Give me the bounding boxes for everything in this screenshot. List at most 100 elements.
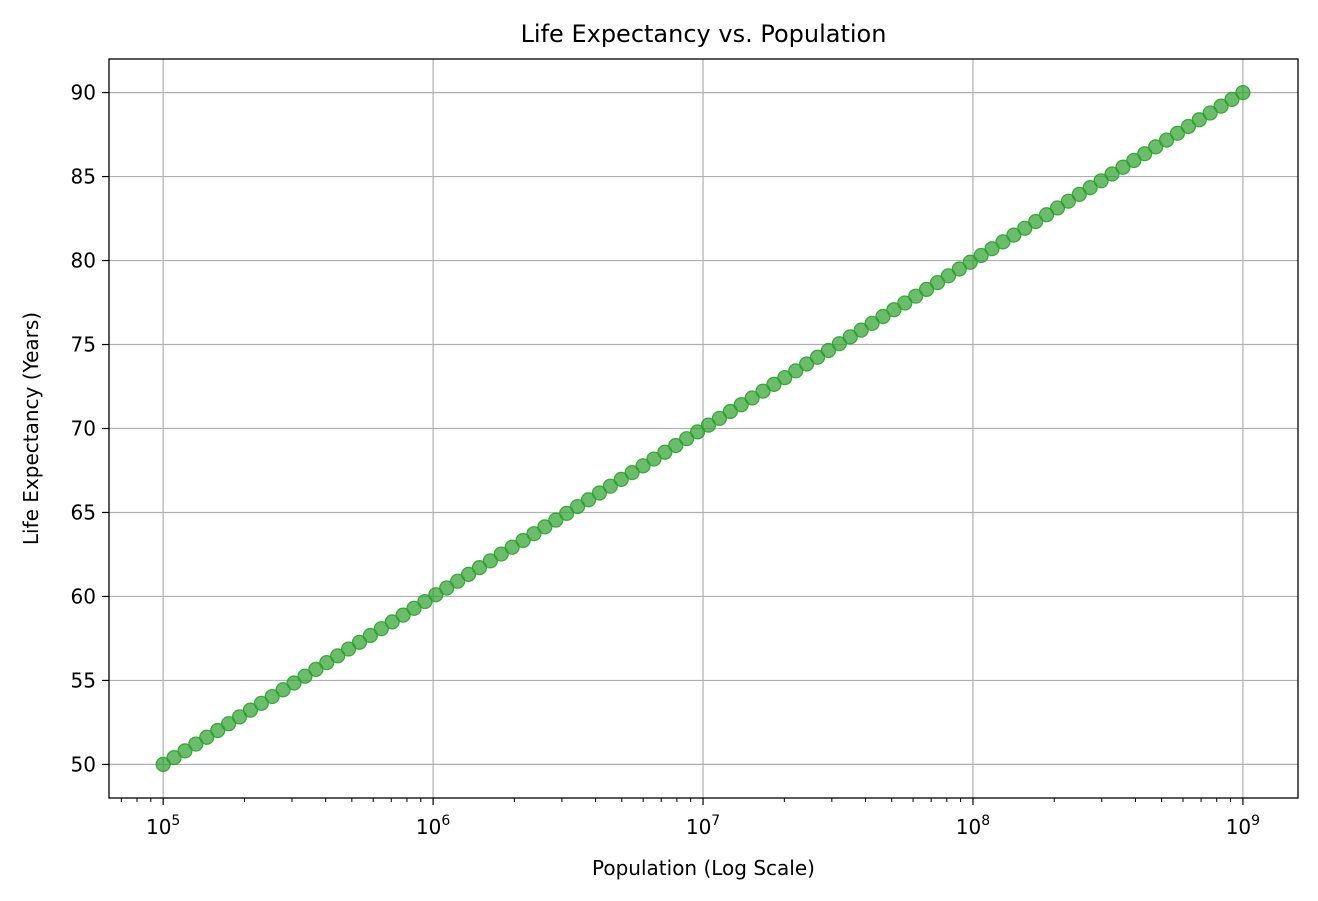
y-tick-label: 80 xyxy=(71,249,96,273)
x-tick-exponent: 8 xyxy=(981,813,990,829)
data-point xyxy=(330,648,346,664)
data-point xyxy=(940,268,957,284)
data-point xyxy=(591,485,608,501)
data-point xyxy=(1202,105,1218,121)
data-point xyxy=(210,722,226,739)
data-point xyxy=(439,580,455,596)
data-point xyxy=(1180,118,1196,135)
data-point xyxy=(973,247,989,264)
data-point xyxy=(984,241,1000,257)
data-point xyxy=(1224,91,1240,107)
y-tick-label: 65 xyxy=(71,500,96,524)
data-point xyxy=(155,756,171,773)
y-tick-label: 60 xyxy=(71,584,96,608)
data-point xyxy=(275,682,291,698)
data-point xyxy=(668,437,684,454)
data-point xyxy=(1115,159,1131,175)
y-tick-label: 70 xyxy=(71,417,96,441)
data-point xyxy=(711,410,727,426)
data-point xyxy=(635,458,651,474)
chart-title: Life Expectancy vs. Population xyxy=(521,20,887,48)
data-point xyxy=(460,566,477,583)
data-point xyxy=(722,403,738,420)
data-point xyxy=(308,661,324,678)
x-tick-base: 10 xyxy=(956,815,981,839)
data-point xyxy=(166,750,182,766)
y-tick-label: 50 xyxy=(71,752,96,776)
data-point xyxy=(908,288,924,304)
data-point xyxy=(395,607,411,623)
data-point xyxy=(450,573,466,589)
data-point xyxy=(1049,200,1066,216)
data-point xyxy=(951,261,967,277)
data-point xyxy=(646,451,662,467)
data-points xyxy=(155,84,1251,773)
data-point xyxy=(744,390,760,406)
data-point xyxy=(875,308,891,325)
data-point xyxy=(755,383,771,399)
data-point xyxy=(1137,146,1153,162)
data-point xyxy=(384,614,400,630)
data-point xyxy=(351,634,368,650)
data-point xyxy=(548,512,564,528)
x-tick-exponent: 5 xyxy=(171,813,180,829)
data-point xyxy=(221,716,237,732)
x-tick-base: 10 xyxy=(416,815,441,839)
data-point xyxy=(886,302,902,318)
data-point xyxy=(1017,220,1033,236)
data-point xyxy=(777,370,793,386)
data-point xyxy=(1213,98,1229,114)
y-axis-ticks: 50 55 60 65 70 75 80 85 90 xyxy=(71,81,109,776)
data-point xyxy=(919,281,935,297)
data-point xyxy=(700,417,717,433)
data-point xyxy=(1006,227,1022,243)
x-tick-base: 10 xyxy=(1226,815,1251,839)
data-point xyxy=(526,526,542,542)
data-point xyxy=(1028,213,1044,230)
data-point xyxy=(733,397,749,413)
data-point xyxy=(362,627,378,644)
data-point xyxy=(929,275,946,291)
data-point xyxy=(1191,112,1207,128)
data-point xyxy=(613,471,629,487)
data-point xyxy=(406,600,422,616)
data-point xyxy=(231,709,248,725)
data-point xyxy=(428,587,444,603)
data-point xyxy=(1126,152,1142,169)
data-point xyxy=(253,695,269,711)
data-point xyxy=(799,356,815,372)
x-tick-label: 109 xyxy=(1226,813,1260,839)
data-point xyxy=(580,492,597,508)
grid xyxy=(109,59,1298,798)
x-tick-base: 10 xyxy=(686,815,711,839)
data-point xyxy=(831,336,847,352)
data-point xyxy=(766,376,782,392)
data-point xyxy=(340,641,357,657)
data-point xyxy=(679,431,695,447)
y-tick-label: 75 xyxy=(71,333,96,357)
data-point xyxy=(602,478,618,494)
data-point xyxy=(319,655,335,671)
data-point xyxy=(657,444,673,460)
data-point xyxy=(504,539,520,555)
data-point xyxy=(624,465,640,481)
data-point xyxy=(1038,207,1055,223)
data-point xyxy=(417,593,433,610)
data-point xyxy=(286,675,302,691)
data-point xyxy=(842,329,858,345)
x-tick-exponent: 9 xyxy=(1251,813,1260,829)
data-point xyxy=(995,234,1011,250)
data-point xyxy=(1158,132,1175,148)
x-axis-ticks: 105 106 107 108 109 xyxy=(120,798,1260,839)
data-point xyxy=(373,621,389,637)
data-point xyxy=(1235,84,1251,101)
x-tick-label: 106 xyxy=(416,813,450,839)
data-point xyxy=(864,315,880,331)
data-point xyxy=(1093,173,1109,189)
data-point xyxy=(1148,139,1164,155)
y-axis-title: Life Expectancy (Years) xyxy=(19,312,43,545)
data-point xyxy=(570,498,586,515)
data-point xyxy=(493,546,509,562)
x-tick-base: 10 xyxy=(146,815,171,839)
